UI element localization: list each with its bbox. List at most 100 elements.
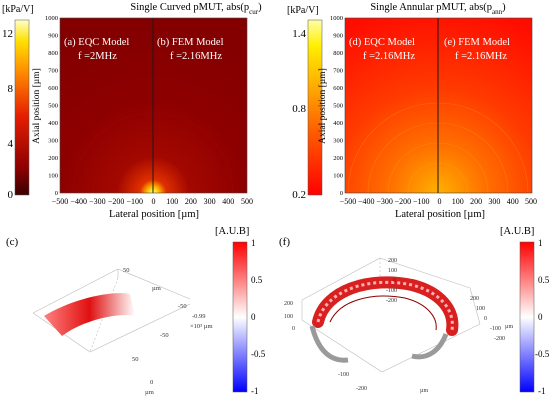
f-colorbar-ticks: 1 0.5 0 -0.5 -1 [535, 238, 550, 396]
x-tick: −200 [108, 197, 125, 206]
y-tick: 1000 [330, 15, 343, 22]
y-tick: 0 [55, 190, 58, 197]
left-colorbar-tick: 0 [8, 189, 14, 201]
f-axis-label: -200 [386, 298, 397, 304]
y-tick: 400 [48, 120, 58, 127]
f-axis-label: 0 [484, 316, 487, 322]
left-x-label: Lateral position [µm] [109, 209, 199, 220]
x-tick: 0 [438, 197, 442, 206]
c-colorbar-tick: 1 [251, 238, 256, 248]
right-colorbar-tick: 0.8 [292, 103, 306, 115]
right-y-label: Axial position [µm] [318, 68, 328, 144]
c-colorbar-tick: 0 [251, 312, 256, 322]
f-axis-label: -200 [494, 336, 505, 342]
f-colorbar-tick: 0 [538, 312, 543, 322]
label-f: (f) [279, 236, 290, 248]
y-tick: 1000 [45, 15, 58, 22]
x-tick: −200 [395, 197, 412, 206]
y-tick: 300 [333, 138, 343, 145]
y-tick: 500 [333, 103, 343, 110]
freq-b: f =2.16MHz [170, 51, 222, 62]
left-colorbar-unit: [kPa/V] [2, 4, 34, 15]
c-unit: [A.U.B] [215, 226, 249, 237]
y-tick: 100 [333, 173, 343, 180]
c-axis-label: µm [152, 285, 161, 292]
c-axis-label: -50 [160, 332, 169, 339]
x-tick: −300 [89, 197, 106, 206]
y-tick: 0 [340, 190, 343, 197]
x-tick: 500 [525, 197, 537, 206]
x-tick: −500 [340, 197, 357, 206]
y-tick: 300 [48, 138, 58, 145]
left-x-ticks: −500 −400 −300 −200 −100 0 100 200 300 4… [52, 197, 253, 206]
right-colorbar-ticks: 1.4 0.8 0.2 [292, 28, 306, 201]
f-colorbar-tick: -0.5 [535, 349, 550, 359]
f-unit: [A.U.B] [500, 226, 534, 237]
c-axis-label: 50 [132, 356, 139, 363]
c-axis-label: -0.99 [192, 313, 206, 320]
f-colorbar [519, 241, 535, 393]
f-colorbar-tick: 0.5 [538, 275, 550, 285]
y-tick: 700 [48, 68, 58, 75]
f-colorbar-tick: 1 [538, 238, 543, 248]
x-tick: 300 [488, 197, 500, 206]
c-axis-label: ×10³ µm [190, 323, 213, 330]
c-colorbar [232, 241, 248, 393]
x-tick: 200 [470, 197, 482, 206]
x-tick: −400 [70, 197, 87, 206]
x-tick: −400 [358, 197, 375, 206]
right-x-ticks: −500 −400 −300 −200 −100 0 100 200 300 4… [340, 197, 537, 206]
c-axis-labels: 50 -50 -0.99 ×10³ µm -50 50 0 µm µm [123, 267, 213, 396]
f-colorbar-tick: -1 [538, 386, 546, 396]
left-y-label: Axial position [µm] [32, 68, 42, 144]
freq-e: f =2.16MHz [455, 51, 507, 62]
y-tick: 100 [48, 173, 58, 180]
left-y-ticks: 1000 900 800 700 600 500 400 300 200 100… [45, 15, 58, 197]
right-colorbar-tick: 1.4 [292, 28, 306, 40]
f-axis-label: µm [420, 388, 428, 394]
x-tick: 400 [222, 197, 234, 206]
right-colorbar-unit: [kPa/V] [287, 5, 319, 16]
y-tick: 700 [333, 68, 343, 75]
c-colorbar-tick: -0.5 [251, 349, 266, 359]
y-tick: 800 [48, 50, 58, 57]
x-tick: −300 [376, 197, 393, 206]
left-colorbar-tick: 4 [8, 138, 14, 150]
f-axis-label: -100 [338, 372, 349, 378]
right-panel-title: Single Annular pMUT, abs(pann) [370, 2, 506, 16]
x-tick: 200 [185, 197, 197, 206]
c-axis-label: 50 [123, 267, 130, 274]
right-x-label: Lateral position [µm] [395, 209, 485, 220]
freq-d: f =2.16MHz [363, 51, 415, 62]
label-d: (d) EQC Model [349, 37, 415, 48]
right-colorbar-tick: 0.2 [292, 189, 306, 201]
f-axis-label: 200 [388, 258, 397, 264]
x-tick: 500 [241, 197, 253, 206]
y-tick: 800 [333, 50, 343, 57]
c-axis-label: -50 [178, 303, 187, 310]
c-axis-label: µm [145, 389, 154, 396]
x-tick: 100 [452, 197, 464, 206]
f-axis-label: µm [505, 324, 513, 330]
f-annular-transducer [309, 276, 459, 363]
f-axis-label: 100 [284, 314, 293, 320]
c-colorbar-tick: 0.5 [251, 275, 263, 285]
f-axis-label: 100 [388, 268, 397, 274]
c-3d-box [32, 268, 191, 353]
left-panel-title: Single Curved pMUT, abs(pcur) [130, 2, 262, 16]
f-axis-label: 0 [292, 326, 295, 332]
f-axis-label: -100 [490, 326, 501, 332]
f-axis-label: 200 [284, 301, 293, 307]
x-tick: 400 [507, 197, 519, 206]
f-axis-label: -100 [386, 288, 397, 294]
label-b: (b) FEM Model [157, 37, 224, 48]
freq-a: f =2MHz [78, 51, 117, 62]
c-colorbar-ticks: 1 0.5 0 -0.5 -1 [251, 238, 266, 396]
left-colorbar-tick: 12 [2, 28, 13, 40]
f-axis-labels: 200 100 0 -100 -200 200 100 0 -100 -200 … [284, 258, 513, 394]
x-tick: −500 [52, 197, 69, 206]
left-plot-frame [59, 17, 248, 194]
f-axis-label: 200 [470, 296, 479, 302]
x-tick: 0 [152, 197, 156, 206]
